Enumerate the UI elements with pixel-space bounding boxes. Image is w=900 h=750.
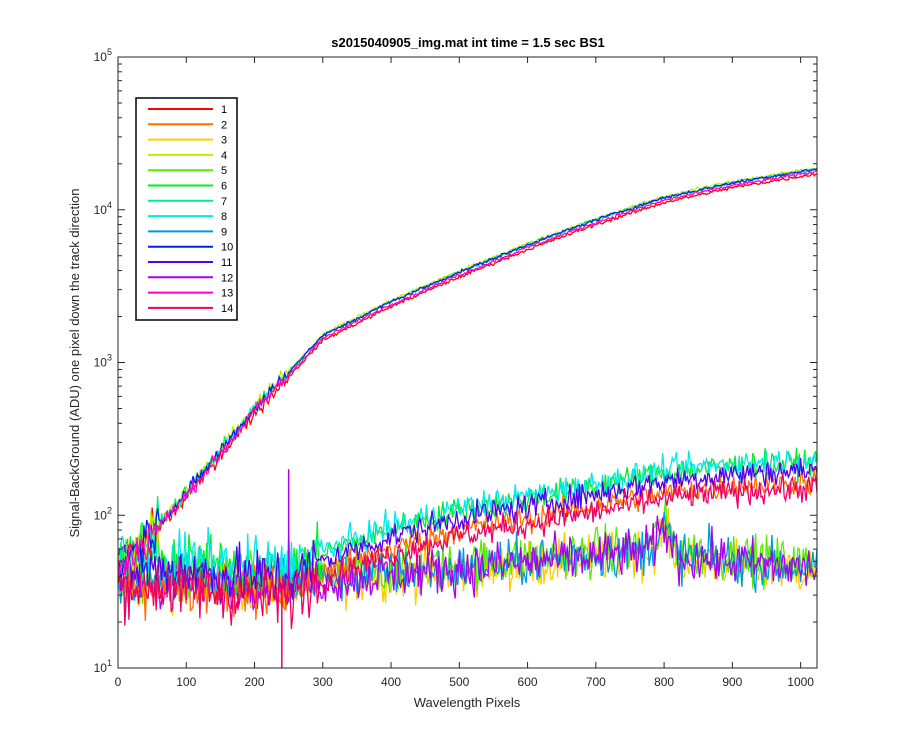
y-tick-label: 102 (94, 505, 112, 522)
x-tick-label: 800 (654, 675, 674, 689)
series-line-13 (118, 169, 817, 577)
x-tick-label: 700 (586, 675, 606, 689)
series-line-10 (118, 168, 817, 578)
legend-label-8: 8 (221, 211, 227, 223)
legend-label-1: 1 (221, 104, 227, 116)
y-tick-label: 101 (94, 658, 112, 675)
x-tick-label: 100 (176, 675, 196, 689)
legend-label-9: 9 (221, 226, 227, 238)
x-tick-label: 500 (449, 675, 469, 689)
x-tick-label: 200 (245, 675, 265, 689)
x-tick-label: 400 (381, 675, 401, 689)
x-tick-label: 1000 (787, 675, 814, 689)
x-tick-label: 300 (313, 675, 333, 689)
y-tick-label: 104 (94, 200, 112, 217)
series-line-11 (118, 458, 817, 604)
legend-label-2: 2 (221, 119, 227, 131)
legend-label-14: 14 (221, 303, 233, 315)
y-tick-label: 105 (94, 47, 112, 64)
x-axis-label: Wavelength Pixels (414, 695, 521, 710)
x-tick-label: 600 (518, 675, 538, 689)
legend-label-4: 4 (221, 150, 227, 162)
plot-area (118, 167, 817, 668)
chart-title: s2015040905_img.mat int time = 1.5 sec B… (331, 35, 605, 50)
legend-label-10: 10 (221, 242, 233, 254)
legend-label-13: 13 (221, 288, 233, 300)
y-tick-label: 103 (94, 353, 112, 370)
legend-label-7: 7 (221, 196, 227, 208)
legend-label-3: 3 (221, 135, 227, 147)
legend-label-5: 5 (221, 165, 227, 177)
x-tick-label: 900 (722, 675, 742, 689)
series-line-14 (118, 472, 817, 630)
series-line-7 (118, 167, 817, 578)
legend-label-12: 12 (221, 272, 233, 284)
x-tick-label: 0 (115, 675, 122, 689)
y-axis-label: Signal-BackGround (ADU) one pixel down t… (67, 188, 82, 537)
legend-label-6: 6 (221, 181, 227, 193)
axes: 0 100 200 300 400 500 600 700 800 900 100010110210… (94, 47, 818, 689)
legend-box (135, 97, 238, 321)
legend-label-11: 11 (221, 257, 232, 269)
